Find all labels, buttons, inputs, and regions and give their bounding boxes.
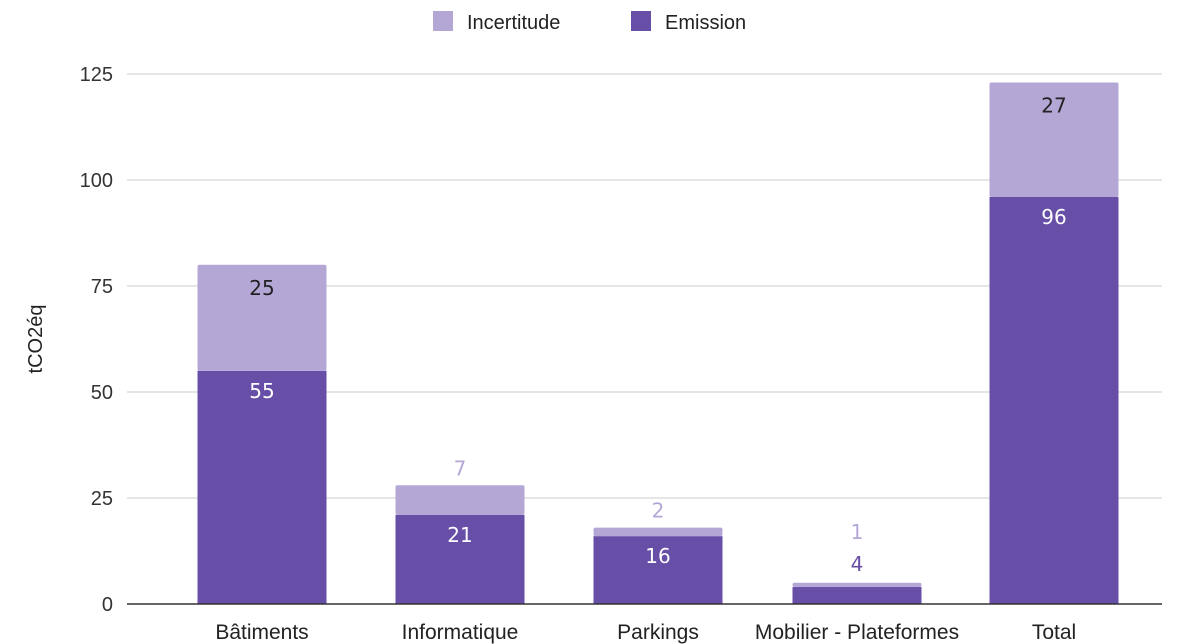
x-tick-label-parkings: Parkings (617, 621, 699, 644)
data-label-emission-batiments: 55 (249, 379, 274, 403)
y-tick-label-0: 0 (102, 594, 113, 616)
data-label-incertitude-informatique: 7 (454, 456, 467, 480)
x-axis-labels: Bâtiments Informatique Parkings Mobilier - … (215, 621, 1076, 644)
bar-emission-parkings (593, 536, 723, 604)
data-label-incertitude-batiments: 25 (249, 276, 274, 300)
legend-swatch-incertitude (433, 11, 453, 31)
data-label-incertitude-total: 27 (1041, 93, 1066, 117)
bars (197, 82, 1119, 604)
x-tick-label-total: Total (1032, 621, 1076, 644)
y-tick-label-25: 25 (91, 488, 113, 510)
legend-label-emission: Emission (665, 12, 746, 34)
data-label-emission-mobilier-plateformes: 4 (851, 552, 864, 576)
y-tick-label-125: 125 (80, 64, 113, 86)
x-tick-label-informatique: Informatique (402, 621, 519, 644)
x-tick-label-mobilier-plateformes: Mobilier - Plateformes (755, 621, 959, 644)
bar-incertitude-parkings (593, 527, 723, 537)
bar-emission-total (989, 196, 1119, 604)
bar-emission-informatique (395, 514, 525, 604)
y-axis-title: tCO2éq (25, 305, 47, 374)
y-tick-label-100: 100 (80, 170, 113, 192)
y-tick-label-50: 50 (91, 382, 113, 404)
x-tick-label-batiments: Bâtiments (215, 621, 308, 644)
bar-incertitude-total (989, 82, 1119, 197)
legend-swatch-emission (631, 11, 651, 31)
data-label-incertitude-mobilier-plateformes: 1 (851, 520, 864, 544)
data-label-incertitude-parkings: 2 (652, 499, 665, 523)
y-axis-ticks: 0 25 50 75 100 125 (80, 64, 113, 616)
bar-incertitude-informatique (395, 485, 525, 515)
bar-emission-mobilier-plateformes (792, 587, 922, 604)
bar-incertitude-mobilier-plateformes (792, 582, 922, 588)
bar-incertitude-batiments (197, 264, 327, 371)
data-labels: 55 25 21 7 16 2 4 1 96 27 (249, 93, 1066, 575)
legend: Incertitude Emission (433, 11, 746, 34)
data-label-emission-total: 96 (1041, 205, 1066, 229)
data-label-emission-parkings: 16 (645, 544, 670, 568)
data-label-emission-informatique: 21 (447, 523, 472, 547)
bar-emission-batiments (197, 370, 327, 604)
legend-label-incertitude: Incertitude (467, 12, 560, 34)
y-tick-label-75: 75 (91, 276, 113, 298)
